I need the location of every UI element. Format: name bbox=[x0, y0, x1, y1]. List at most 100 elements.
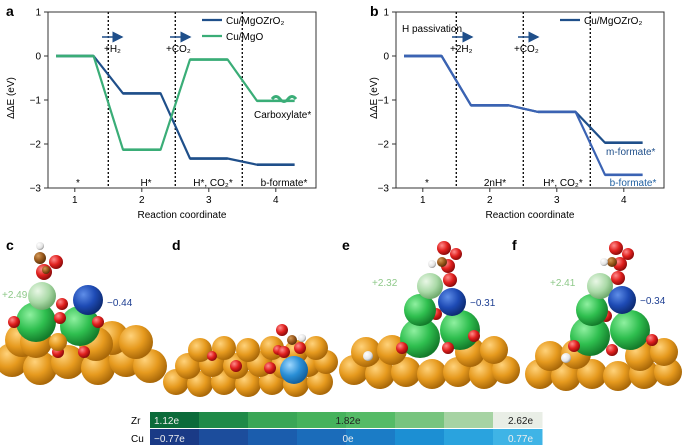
legend-label-zr: Cu/MgOZrO₂ bbox=[226, 16, 284, 27]
panel-a-xlabel: Reaction coordinate bbox=[138, 210, 227, 221]
passivation-label: H passivation bbox=[402, 24, 462, 35]
panel-b-yticks: 1 0 −1 −2 −3 bbox=[378, 8, 396, 195]
cu-charge-f: −0.34 bbox=[640, 296, 666, 307]
legend-label-mgo: Cu/MgO bbox=[226, 32, 263, 43]
panel-e: e +2.32 −0.31 bbox=[339, 237, 520, 389]
xtick-label: 2 bbox=[487, 195, 493, 206]
colorbar-segment bbox=[395, 429, 445, 445]
ytick-label: −3 bbox=[378, 184, 390, 195]
cu-value-min: −0.77e bbox=[154, 434, 185, 445]
colorbar-segment bbox=[346, 429, 396, 445]
ytick-label: −1 bbox=[378, 96, 390, 107]
panel-b-step-dividers bbox=[455, 12, 591, 188]
series-line bbox=[56, 54, 295, 166]
ytick-label: 0 bbox=[35, 52, 41, 63]
step-label-co2: +CO₂ bbox=[166, 44, 191, 55]
state-label-4: b-formate* bbox=[261, 178, 308, 189]
colorbar-zr-row bbox=[150, 412, 543, 428]
xtick-label: 1 bbox=[420, 195, 426, 206]
panel-b-xticks: 1 2 3 4 bbox=[420, 188, 627, 206]
panel-b-xlabel: Reaction coordinate bbox=[486, 210, 575, 221]
ytick-label: 1 bbox=[35, 8, 41, 19]
zr-value-mid: 1.82e bbox=[335, 416, 360, 427]
panel-d: d bbox=[163, 237, 338, 397]
panel-a-yticks: 1 0 −1 −2 −3 bbox=[30, 8, 48, 195]
series-line bbox=[56, 54, 295, 151]
colorbar-segment bbox=[150, 412, 200, 428]
zr-charge-c: +2.49 bbox=[2, 290, 28, 301]
colorbar-segment bbox=[493, 429, 543, 445]
ytick-label: −1 bbox=[30, 96, 42, 107]
cu-charge-e: −0.31 bbox=[470, 298, 496, 309]
colorbar-segment bbox=[199, 412, 249, 428]
state-label-b3: H*, CO₂* bbox=[543, 178, 583, 189]
step-label-2h2: +2H₂ bbox=[450, 44, 473, 55]
state-label-3: H*, CO₂* bbox=[193, 178, 233, 189]
ytick-label: 1 bbox=[383, 8, 389, 19]
ytick-label: −2 bbox=[30, 140, 42, 151]
charge-colorbar: Zr Cu 1.12e 1.82e 2.62e −0.77e 0e 0.77e bbox=[131, 412, 543, 445]
panel-a: a ΔΔE (eV) Reaction coordinate 10−1−2−3 … bbox=[6, 3, 317, 221]
cu-value-max: 0.77e bbox=[508, 434, 533, 445]
slab-f bbox=[525, 241, 682, 391]
colorbar-segment bbox=[297, 429, 347, 445]
colorbar-cu-label: Cu bbox=[131, 434, 144, 445]
colorbar-segment bbox=[199, 429, 249, 445]
slab-c bbox=[0, 242, 167, 385]
colorbar-segment bbox=[248, 412, 298, 428]
state-label-b2: 2nH* bbox=[484, 178, 506, 189]
panel-d-letter: d bbox=[172, 237, 181, 253]
colorbar-zr-label: Zr bbox=[131, 416, 141, 427]
zr-charge-e: +2.32 bbox=[372, 278, 398, 289]
zr-charge-f: +2.41 bbox=[550, 278, 576, 289]
panel-a-letter: a bbox=[6, 3, 14, 19]
xtick-label: 3 bbox=[206, 195, 212, 206]
panel-f: f +2.41 −0.34 bbox=[512, 237, 682, 391]
colorbar-segment bbox=[248, 429, 298, 445]
colorbar-segment bbox=[444, 412, 494, 428]
legend-label-b: Cu/MgOZrO₂ bbox=[584, 16, 642, 27]
step-label-h2: +H₂ bbox=[104, 44, 121, 55]
panel-c-letter: c bbox=[6, 237, 14, 253]
panel-a-ylabel: ΔΔE (eV) bbox=[6, 77, 17, 119]
annotation-carboxylate: Carboxylate* bbox=[254, 110, 311, 121]
carboxylate-marker bbox=[270, 95, 298, 103]
cu-charge-c: −0.44 bbox=[107, 298, 133, 309]
xtick-label: 4 bbox=[273, 195, 279, 206]
cu-value-mid: 0e bbox=[342, 434, 354, 445]
state-label-b4: b-formate* bbox=[610, 178, 657, 189]
xtick-label: 2 bbox=[139, 195, 145, 206]
panel-a-series bbox=[56, 54, 295, 166]
series-line bbox=[404, 54, 643, 176]
colorbar-segment bbox=[150, 429, 200, 445]
step-label-co2-b: +CO₂ bbox=[514, 44, 539, 55]
state-label-2: H* bbox=[140, 178, 151, 189]
panel-c: c +2.49 −0.44 bbox=[0, 237, 167, 385]
panel-b-ylabel: ΔΔE (eV) bbox=[369, 77, 380, 119]
xtick-label: 4 bbox=[621, 195, 627, 206]
panel-b-series bbox=[404, 54, 643, 177]
panel-e-letter: e bbox=[342, 237, 350, 253]
zr-value-max: 2.62e bbox=[508, 416, 533, 427]
slab-e bbox=[339, 241, 520, 389]
ytick-label: 0 bbox=[383, 52, 389, 63]
xtick-label: 3 bbox=[554, 195, 560, 206]
annotation-m-formate: m-formate* bbox=[606, 147, 656, 158]
colorbar-cu-row bbox=[150, 429, 543, 445]
colorbar-segment bbox=[346, 412, 396, 428]
panel-a-xticks: 1 2 3 4 bbox=[72, 188, 279, 206]
panel-b: b ΔΔE (eV) Reaction coordinate 10−1−2−3 … bbox=[369, 3, 665, 221]
ytick-label: −2 bbox=[378, 140, 390, 151]
slab-d bbox=[163, 324, 338, 397]
zr-value-min: 1.12e bbox=[154, 416, 179, 427]
panel-f-letter: f bbox=[512, 237, 517, 253]
colorbar-segment bbox=[395, 412, 445, 428]
ytick-label: −3 bbox=[30, 184, 42, 195]
colorbar-segment bbox=[297, 412, 347, 428]
state-label-1: * bbox=[76, 178, 80, 189]
xtick-label: 1 bbox=[72, 195, 78, 206]
panel-b-frame bbox=[395, 11, 665, 189]
panel-a-step-dividers bbox=[107, 12, 244, 188]
panel-b-letter: b bbox=[370, 3, 379, 19]
